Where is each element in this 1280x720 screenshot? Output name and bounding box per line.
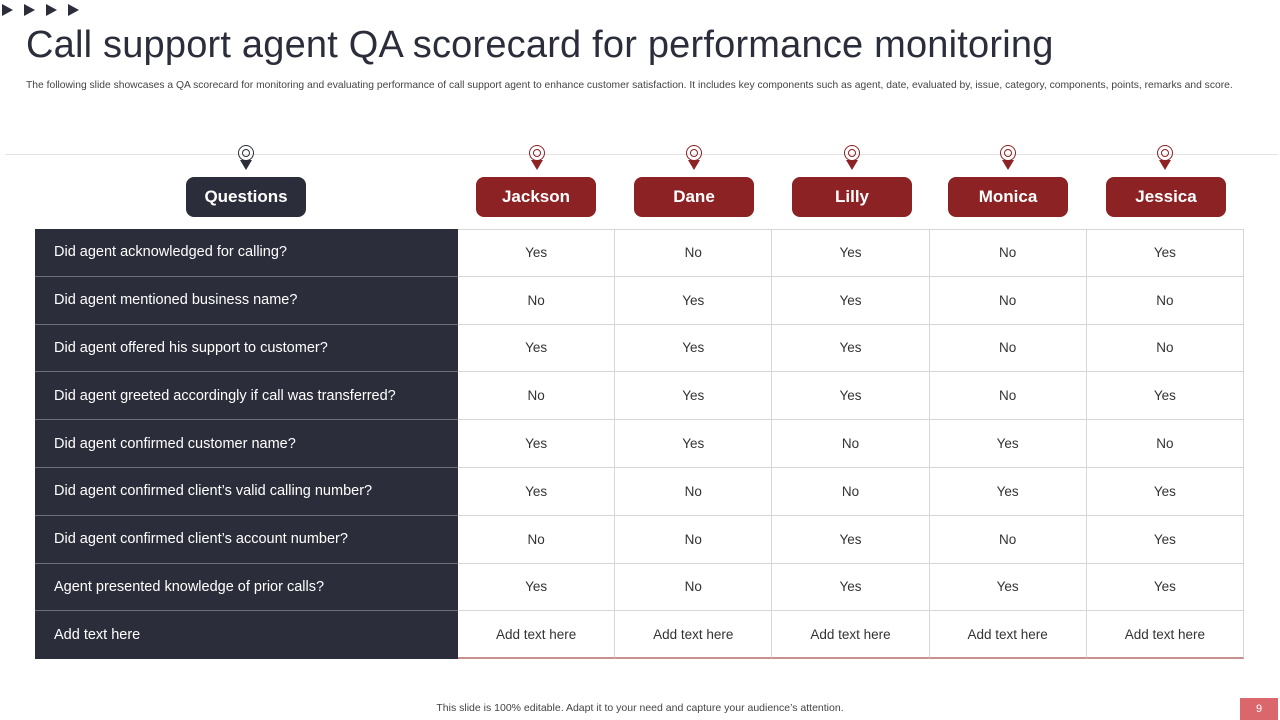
- answer-cell: No: [929, 276, 1087, 325]
- play-arrow-icon: [24, 4, 35, 16]
- answer-cell: No: [772, 467, 930, 516]
- answer-cell: Yes: [1086, 229, 1244, 277]
- map-pin-icon: [842, 145, 862, 171]
- slide-subtitle: The following slide showcases a QA score…: [26, 80, 1233, 91]
- question-cell: Did agent mentioned business name?: [35, 276, 458, 325]
- play-arrow-icon: [2, 4, 13, 16]
- answer-cell: Add text here: [772, 611, 930, 660]
- answer-cell: Yes: [458, 229, 616, 277]
- question-cell: Did agent greeted accordingly if call wa…: [35, 372, 458, 421]
- question-cell: Did agent offered his support to custome…: [35, 324, 458, 373]
- agent-header-dane: Dane: [634, 177, 754, 217]
- slide-title: Call support agent QA scorecard for perf…: [26, 24, 1054, 66]
- answer-cell: Yes: [929, 420, 1087, 468]
- map-pin-icon: [1155, 145, 1175, 171]
- answer-cell: Yes: [772, 372, 930, 421]
- table-row: Did agent confirmed client’s valid calli…: [35, 467, 1244, 516]
- agent-header-monica: Monica: [948, 177, 1068, 217]
- answer-cell: No: [458, 372, 616, 421]
- answer-cell: No: [1086, 276, 1244, 325]
- map-pin-icon: [236, 145, 256, 171]
- question-cell: Did agent confirmed client’s valid calli…: [35, 467, 458, 516]
- footer-note: This slide is 100% editable. Adapt it to…: [436, 702, 844, 714]
- question-cell: Did agent confirmed client’s account num…: [35, 515, 458, 564]
- answer-cell: Add text here: [929, 611, 1087, 660]
- answer-cell: Yes: [615, 276, 773, 325]
- answer-cell: No: [929, 515, 1087, 564]
- answer-cell: Yes: [929, 563, 1087, 612]
- answer-cell: Add text here: [458, 611, 616, 660]
- answer-cell: No: [929, 229, 1087, 277]
- answer-cell: Yes: [615, 420, 773, 468]
- map-pin-icon: [684, 145, 704, 171]
- map-pin-icon: [527, 145, 547, 171]
- answer-cell: No: [1086, 324, 1244, 373]
- page-number: 9: [1240, 698, 1278, 720]
- answer-cell: Yes: [929, 467, 1087, 516]
- question-cell: Did agent acknowledged for calling?: [35, 229, 458, 277]
- answer-cell: Yes: [458, 563, 616, 612]
- play-arrow-icon: [46, 4, 57, 16]
- agent-header-lilly: Lilly: [792, 177, 912, 217]
- table-row: Add text here Add text here Add text her…: [35, 611, 1244, 660]
- answer-cell: No: [615, 229, 773, 277]
- answer-cell: Yes: [772, 229, 930, 277]
- answer-cell: Yes: [772, 515, 930, 564]
- play-arrow-icon: [68, 4, 79, 16]
- answer-cell: Yes: [772, 276, 930, 325]
- answer-cell: Yes: [458, 420, 616, 468]
- answer-cell: Add text here: [615, 611, 773, 660]
- answer-cell: No: [458, 276, 616, 325]
- answer-cell: No: [458, 515, 616, 564]
- answer-cell: Yes: [772, 324, 930, 373]
- answer-cell: Yes: [1086, 467, 1244, 516]
- play-arrows: [2, 4, 79, 16]
- divider: [5, 154, 1278, 155]
- agent-header-jessica: Jessica: [1106, 177, 1226, 217]
- question-cell: Agent presented knowledge of prior calls…: [35, 563, 458, 612]
- answer-cell: No: [929, 372, 1087, 421]
- table-row: Did agent offered his support to custome…: [35, 324, 1244, 373]
- answer-cell: Add text here: [1086, 611, 1244, 660]
- answer-cell: No: [772, 420, 930, 468]
- answer-cell: Yes: [615, 372, 773, 421]
- question-cell: Did agent confirmed customer name?: [35, 420, 458, 468]
- map-pin-icon: [998, 145, 1018, 171]
- answer-cell: Yes: [458, 467, 616, 516]
- table-row: Did agent greeted accordingly if call wa…: [35, 372, 1244, 421]
- questions-header: Questions: [186, 177, 306, 217]
- answer-cell: Yes: [615, 324, 773, 373]
- answer-cell: Yes: [1086, 515, 1244, 564]
- agent-header-jackson: Jackson: [476, 177, 596, 217]
- answer-cell: No: [615, 563, 773, 612]
- table-row: Agent presented knowledge of prior calls…: [35, 563, 1244, 612]
- table-row: Did agent confirmed client’s account num…: [35, 515, 1244, 564]
- table-row: Did agent confirmed customer name? Yes Y…: [35, 420, 1244, 468]
- table-row: Did agent mentioned business name? No Ye…: [35, 276, 1244, 325]
- table-row: Did agent acknowledged for calling? Yes …: [35, 229, 1244, 277]
- question-cell: Add text here: [35, 611, 458, 660]
- answer-cell: Yes: [772, 563, 930, 612]
- answer-cell: No: [615, 515, 773, 564]
- answer-cell: No: [929, 324, 1087, 373]
- answer-cell: No: [615, 467, 773, 516]
- scorecard-table: Did agent acknowledged for calling? Yes …: [35, 229, 1244, 660]
- answer-cell: Yes: [1086, 563, 1244, 612]
- answer-cell: Yes: [1086, 372, 1244, 421]
- answer-cell: Yes: [458, 324, 616, 373]
- answer-cell: No: [1086, 420, 1244, 468]
